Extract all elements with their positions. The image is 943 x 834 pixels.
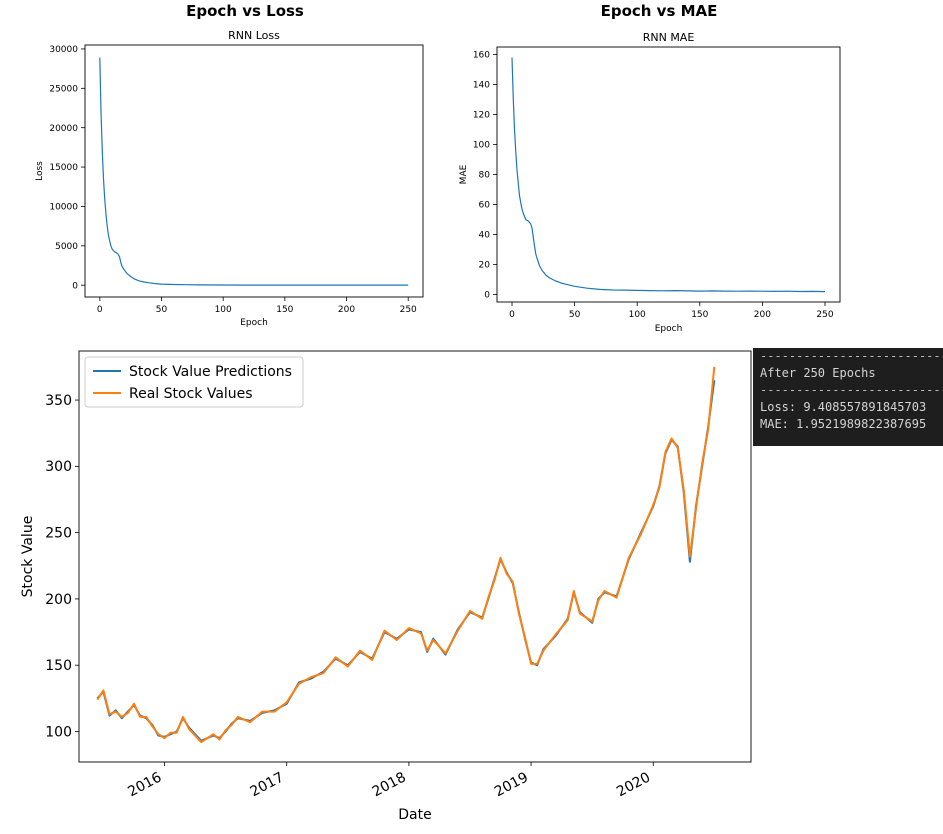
plot-frame [78, 350, 752, 763]
y-tick-label: 20000 [49, 124, 78, 134]
x-tick-label: 0 [97, 305, 103, 315]
terminal-mae-line: MAE: 1.9521989822387695 [760, 417, 927, 431]
chart-title: RNN Loss [228, 29, 280, 42]
y-tick-label: 5000 [55, 242, 78, 252]
x-tick-label: 2018 [370, 769, 409, 800]
x-tick-label: 50 [156, 305, 168, 315]
y-tick-label: 0 [484, 291, 490, 301]
legend-box [84, 356, 304, 408]
x-tick-label: 2020 [614, 769, 653, 800]
y-axis-label: Stock Value [20, 516, 36, 598]
series-line-1 [96, 366, 716, 744]
terminal-header: After 250 Epochs [760, 366, 876, 380]
plot-frame [84, 44, 424, 298]
x-tick-label: 100 [629, 310, 646, 320]
y-tick-label: 300 [45, 459, 72, 475]
y-tick-label: 140 [473, 81, 490, 91]
y-tick-label: 10000 [49, 203, 78, 213]
y-tick-label: 60 [479, 201, 491, 211]
x-axis-label: Epoch [655, 324, 683, 334]
legend-label: Stock Value Predictions [129, 364, 292, 380]
y-tick-label: 40 [479, 231, 491, 241]
series-line-0 [511, 57, 826, 293]
x-tick-label: 2017 [248, 769, 287, 800]
y-tick-label: 15000 [49, 163, 78, 173]
x-tick-label: 100 [215, 305, 232, 315]
x-tick-label: 2019 [492, 769, 531, 800]
y-tick-label: 200 [45, 592, 72, 608]
x-tick-label: 2016 [125, 769, 164, 800]
x-tick-label: 150 [276, 305, 293, 315]
x-tick-label: 50 [569, 310, 581, 320]
x-tick-label: 250 [816, 310, 833, 320]
terminal-separator: ----------------------------------------… [760, 349, 943, 363]
x-axis-label: Date [398, 807, 431, 823]
x-tick-label: 200 [338, 305, 355, 315]
y-tick-label: 350 [45, 393, 72, 409]
x-tick-label: 250 [400, 305, 417, 315]
series-line-0 [99, 57, 409, 286]
x-tick-label: 0 [509, 310, 515, 320]
terminal-loss-line: Loss: 9.408557891845703 [760, 400, 927, 414]
y-tick-label: 160 [473, 51, 490, 61]
series-line-0 [96, 380, 716, 742]
terminal-output: ----------------------------------------… [753, 348, 943, 446]
y-tick-label: 30000 [49, 45, 78, 55]
mae-section-title: Epoch vs MAE [600, 2, 718, 20]
loss-section-title: Epoch vs Loss [186, 2, 304, 20]
y-axis-label: MAE [459, 164, 469, 184]
y-tick-label: 150 [45, 658, 72, 674]
y-axis-label: Loss [35, 161, 45, 181]
chart-title: RNN MAE [643, 31, 695, 44]
y-tick-label: 20 [479, 261, 491, 271]
x-tick-label: 200 [754, 310, 771, 320]
x-tick-label: 150 [691, 310, 708, 320]
y-tick-label: 100 [473, 141, 490, 151]
y-tick-label: 100 [45, 724, 72, 740]
y-tick-label: 250 [45, 526, 72, 542]
terminal-separator: ----------------------------------------… [760, 383, 943, 397]
x-axis-label: Epoch [240, 318, 268, 328]
y-tick-label: 25000 [49, 84, 78, 94]
y-tick-label: 80 [479, 171, 491, 181]
y-tick-label: 120 [473, 111, 490, 121]
legend-label: Real Stock Values [129, 386, 253, 402]
y-tick-label: 0 [72, 281, 78, 291]
